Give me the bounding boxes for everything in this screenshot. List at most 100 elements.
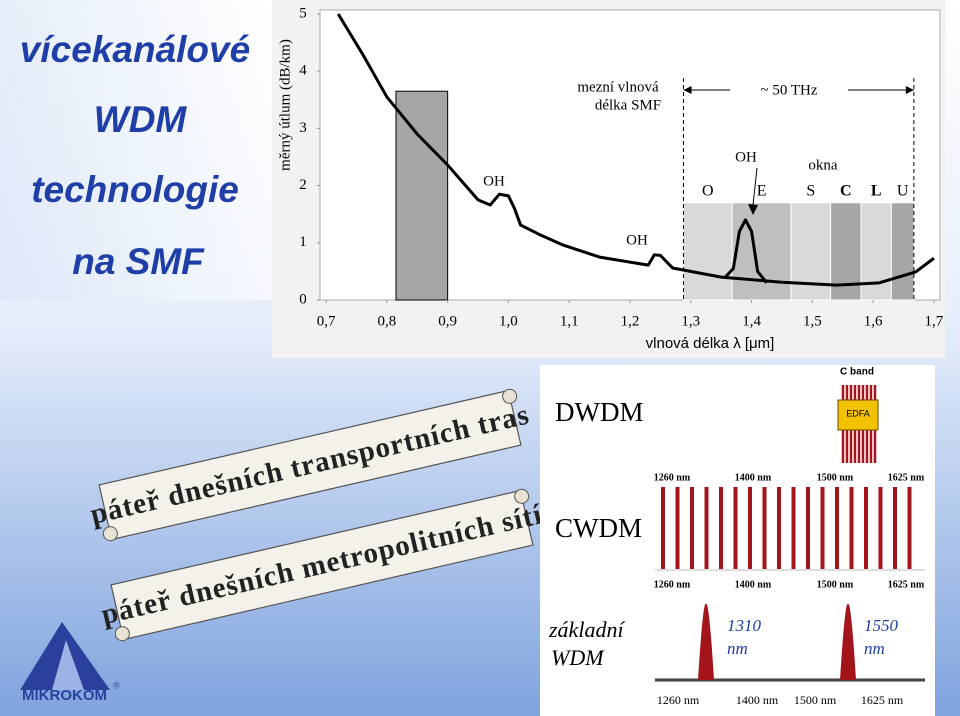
annotation: délka SMF	[595, 97, 661, 113]
cwdm-channel	[864, 487, 868, 569]
annotation-arrow	[752, 167, 758, 206]
panel-axis-label: 1400 nm	[735, 472, 772, 483]
logo-shape	[52, 640, 84, 690]
cwdm-channel	[762, 487, 767, 569]
annotation: OH	[735, 149, 757, 165]
band	[731, 202, 792, 301]
x-tick-label: 0,8	[377, 313, 396, 329]
band	[890, 202, 915, 301]
panel-axis-label: 1400 nm	[736, 693, 779, 707]
y-tick-label: 3	[299, 120, 307, 136]
band-label: C	[840, 183, 852, 200]
span-box	[730, 81, 848, 99]
cwdm-channel	[907, 487, 912, 569]
x-tick-label: 1,5	[803, 313, 822, 329]
logo-mark: ®	[113, 680, 120, 690]
scroll-curl	[514, 488, 530, 504]
y-tick-label: 1	[299, 234, 307, 250]
cwdm-channel	[878, 487, 883, 569]
x-axis-label: vlnová délka λ [μm]	[646, 335, 775, 352]
basic-peak	[698, 603, 714, 680]
cwdm-channel	[820, 487, 825, 569]
peak-label: nm	[727, 639, 748, 658]
cwdm-channel	[675, 487, 680, 569]
peak-label: nm	[864, 639, 885, 658]
x-tick-label: 1,1	[560, 313, 579, 329]
x-tick-label: 1,6	[864, 313, 883, 329]
cwdm-channel	[733, 487, 738, 569]
edfa-box	[837, 399, 879, 431]
panel-axis-label: 1260 nm	[654, 472, 691, 483]
peak-label: 1550	[864, 616, 899, 635]
cwdm-channel	[690, 487, 694, 569]
panel-axis-label: 1625 nm	[888, 472, 925, 483]
cwdm-channel	[704, 487, 709, 569]
title-line: na SMF	[72, 241, 205, 282]
chart: O E S C L U ~ 50 THz mezní vlnová délka SMF OH OH O…	[277, 5, 943, 352]
x-tick-label: 1,0	[499, 313, 518, 329]
cwdm-channel	[661, 487, 665, 569]
band-label: E	[757, 183, 767, 200]
y-axis-label: měrný útlum (dB/km)	[277, 39, 293, 171]
logo: MIKROKOM ®	[20, 622, 120, 704]
band-label: L	[871, 183, 882, 200]
scroll-curl	[114, 626, 130, 642]
panel-axis-label: 1500 nm	[817, 472, 854, 483]
c-band-label: C band	[840, 367, 874, 378]
band-label: S	[806, 183, 815, 200]
cwdm-channel	[893, 487, 897, 569]
band-label: U	[897, 183, 909, 200]
x-tick-label: 1,2	[621, 313, 640, 329]
attenuation-curve	[336, 13, 935, 287]
panel-axis-label: 1260 nm	[657, 693, 700, 707]
title-line: technologie	[31, 169, 239, 210]
scroll-paper	[98, 389, 522, 541]
logo-text: MIKROKOM	[22, 687, 107, 704]
cwdm-channel	[777, 487, 781, 569]
cwdm-channel	[748, 487, 752, 569]
peak-label: 1310	[727, 616, 762, 635]
annotation: OH	[626, 232, 648, 248]
band	[682, 202, 733, 301]
annotation: OH	[483, 173, 505, 189]
cwdm-channel	[806, 487, 810, 569]
span-label: ~ 50 THz	[761, 82, 818, 98]
panel-label: základní	[548, 617, 625, 642]
annotation: okna	[808, 157, 838, 173]
arrow-head	[905, 86, 914, 94]
x-tick-label: 1,3	[681, 313, 700, 329]
arrow-head	[748, 204, 758, 215]
window-bar	[395, 90, 449, 301]
y-tick-label: 4	[299, 63, 307, 79]
x-tick-label: 0,9	[438, 313, 457, 329]
panel-axis-label: 1500 nm	[817, 579, 854, 590]
title-line: vícekanálové	[20, 29, 250, 70]
title: vícekanálové WDM technologie na SMF	[20, 29, 250, 282]
x-tick-label: 1,4	[742, 313, 761, 329]
x-tick-label: 1,7	[925, 313, 944, 329]
panel-axis-label: 1500 nm	[794, 693, 837, 707]
band	[860, 202, 892, 301]
cwdm-channel	[849, 487, 854, 569]
edfa-label: EDFA	[846, 408, 870, 418]
title-backdrop	[0, 0, 272, 300]
arrow-head	[683, 86, 692, 94]
annotation: mezní vlnová	[577, 79, 659, 95]
y-tick-label: 2	[299, 177, 307, 193]
panel-axis-label: 1260 nm	[654, 579, 691, 590]
panel-label: CWDM	[555, 513, 642, 543]
panel-axis-label: 1625 nm	[861, 693, 904, 707]
panel-label: DWDM	[555, 397, 644, 427]
panel-label: WDM	[551, 645, 605, 670]
panel-axis-label: 1625 nm	[888, 579, 925, 590]
attenuation-curve	[723, 218, 768, 284]
y-tick-label: 0	[299, 291, 307, 307]
band-label: O	[702, 183, 714, 200]
scroll-curl	[502, 388, 518, 404]
title-line: WDM	[94, 99, 188, 140]
panel-axis-label: 1400 nm	[735, 579, 772, 590]
scroll-paper	[110, 489, 534, 641]
cwdm-channel	[719, 487, 723, 569]
